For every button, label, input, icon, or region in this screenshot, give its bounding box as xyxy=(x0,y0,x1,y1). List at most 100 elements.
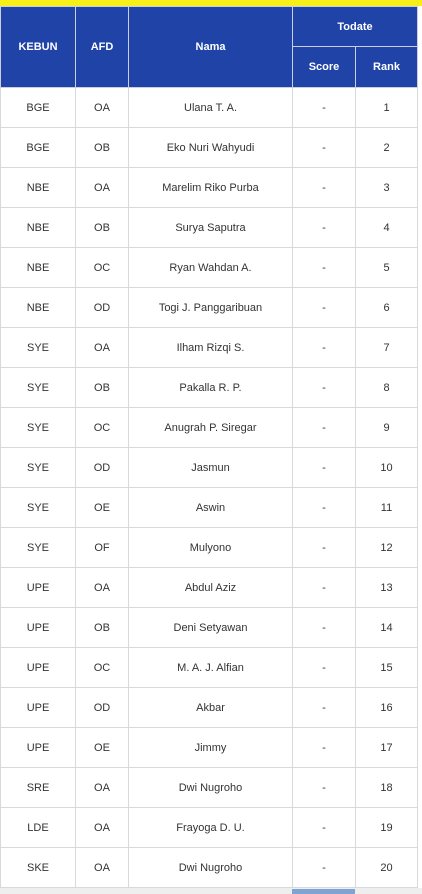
table-row[interactable]: UPE OB Deni Setyawan -14 xyxy=(0,607,418,648)
cell-score: - xyxy=(292,87,356,128)
cell-afd: OB xyxy=(75,367,129,408)
cell-nama: Aswin xyxy=(128,487,293,528)
cell-afd: OA xyxy=(75,847,129,888)
cell-rank: 20 xyxy=(355,847,418,888)
cell-score: - xyxy=(292,447,356,488)
table-row[interactable]: BGE OB Eko Nuri Wahyudi -2 xyxy=(0,127,418,168)
cell-afd: OC xyxy=(75,407,129,448)
cell-afd: OD xyxy=(75,687,129,728)
cell-rank: 19 xyxy=(355,807,418,848)
cell-nama: Ilham Rizqi S. xyxy=(128,327,293,368)
cell-afd: OD xyxy=(75,287,129,328)
cell-kebun: SYE xyxy=(0,487,76,528)
horizontal-scrollbar-track[interactable] xyxy=(0,888,422,894)
table-row[interactable]: SYE OC Anugrah P. Siregar -9 xyxy=(0,407,418,448)
cell-rank: 17 xyxy=(355,727,418,768)
cell-score: - xyxy=(292,407,356,448)
header-todate: Todate xyxy=(292,6,418,47)
cell-afd: OA xyxy=(75,807,129,848)
cell-score: - xyxy=(292,647,356,688)
table-row[interactable]: SYE OE Aswin -11 xyxy=(0,487,418,528)
table-row[interactable]: NBE OD Togi J. Panggaribuan -6 xyxy=(0,287,418,328)
cell-kebun: SYE xyxy=(0,327,76,368)
cell-kebun: SYE xyxy=(0,367,76,408)
table-row[interactable]: BGE OA Ulana T. A. -1 xyxy=(0,87,418,128)
cell-nama: Mulyono xyxy=(128,527,293,568)
ranking-table: KEBUN AFD Nama Todate Score Rank BGE OA Ul… xyxy=(0,6,418,888)
cell-afd: OD xyxy=(75,447,129,488)
table-row[interactable]: SYE OA Ilham Rizqi S. -7 xyxy=(0,327,418,368)
cell-rank: 14 xyxy=(355,607,418,648)
cell-nama: M. A. J. Alfian xyxy=(128,647,293,688)
cell-rank: 5 xyxy=(355,247,418,288)
table-row[interactable]: UPE OA Abdul Aziz -13 xyxy=(0,567,418,608)
cell-score: - xyxy=(292,607,356,648)
cell-afd: OE xyxy=(75,727,129,768)
cell-nama: Surya Saputra xyxy=(128,207,293,248)
cell-afd: OC xyxy=(75,647,129,688)
cell-score: - xyxy=(292,807,356,848)
cell-rank: 15 xyxy=(355,647,418,688)
table-row[interactable]: SYE OB Pakalla R. P. -8 xyxy=(0,367,418,408)
cell-score: - xyxy=(292,567,356,608)
table-row[interactable]: SKE OA Dwi Nugroho -20 xyxy=(0,847,418,888)
cell-kebun: NBE xyxy=(0,207,76,248)
header-rank[interactable]: Rank xyxy=(355,46,418,88)
table-row[interactable]: LDE OA Frayoga D. U. -19 xyxy=(0,807,418,848)
table-row[interactable]: NBE OA Marelim Riko Purba -3 xyxy=(0,167,418,208)
cell-kebun: LDE xyxy=(0,807,76,848)
cell-score: - xyxy=(292,487,356,528)
cell-rank: 10 xyxy=(355,447,418,488)
top-accent-bar xyxy=(0,0,422,6)
table-row[interactable]: NBE OC Ryan Wahdan A. -5 xyxy=(0,247,418,288)
cell-kebun: SKE xyxy=(0,847,76,888)
cell-rank: 4 xyxy=(355,207,418,248)
cell-nama: Ryan Wahdan A. xyxy=(128,247,293,288)
cell-kebun: SRE xyxy=(0,767,76,808)
header-score[interactable]: Score xyxy=(292,46,356,88)
table-row[interactable]: NBE OB Surya Saputra -4 xyxy=(0,207,418,248)
table-row[interactable]: UPE OC M. A. J. Alfian -15 xyxy=(0,647,418,688)
cell-score: - xyxy=(292,327,356,368)
cell-nama: Eko Nuri Wahyudi xyxy=(128,127,293,168)
cell-afd: OB xyxy=(75,207,129,248)
table-row[interactable]: SYE OF Mulyono -12 xyxy=(0,527,418,568)
horizontal-scrollbar-thumb[interactable] xyxy=(292,889,355,894)
cell-nama: Deni Setyawan xyxy=(128,607,293,648)
cell-kebun: UPE xyxy=(0,647,76,688)
cell-nama: Abdul Aziz xyxy=(128,567,293,608)
cell-kebun: NBE xyxy=(0,287,76,328)
cell-kebun: NBE xyxy=(0,247,76,288)
cell-rank: 18 xyxy=(355,767,418,808)
cell-kebun: UPE xyxy=(0,727,76,768)
cell-nama: Anugrah P. Siregar xyxy=(128,407,293,448)
cell-score: - xyxy=(292,767,356,808)
cell-kebun: SYE xyxy=(0,527,76,568)
cell-score: - xyxy=(292,287,356,328)
table-row[interactable]: UPE OD Akbar -16 xyxy=(0,687,418,728)
cell-score: - xyxy=(292,167,356,208)
table-header: KEBUN AFD Nama Todate Score Rank xyxy=(0,6,418,88)
cell-afd: OC xyxy=(75,247,129,288)
cell-score: - xyxy=(292,207,356,248)
cell-rank: 7 xyxy=(355,327,418,368)
cell-rank: 12 xyxy=(355,527,418,568)
header-kebun[interactable]: KEBUN xyxy=(0,6,76,88)
header-afd[interactable]: AFD xyxy=(75,6,129,88)
cell-kebun: BGE xyxy=(0,127,76,168)
cell-score: - xyxy=(292,727,356,768)
header-nama[interactable]: Nama xyxy=(128,6,293,88)
cell-score: - xyxy=(292,847,356,888)
cell-rank: 13 xyxy=(355,567,418,608)
cell-score: - xyxy=(292,247,356,288)
cell-nama: Dwi Nugroho xyxy=(128,847,293,888)
cell-nama: Marelim Riko Purba xyxy=(128,167,293,208)
table-row[interactable]: SRE OA Dwi Nugroho -18 xyxy=(0,767,418,808)
cell-kebun: UPE xyxy=(0,607,76,648)
cell-rank: 6 xyxy=(355,287,418,328)
table-row[interactable]: UPE OE Jimmy -17 xyxy=(0,727,418,768)
cell-afd: OB xyxy=(75,607,129,648)
cell-nama: Pakalla R. P. xyxy=(128,367,293,408)
table-row[interactable]: SYE OD Jasmun -10 xyxy=(0,447,418,488)
cell-afd: OA xyxy=(75,767,129,808)
